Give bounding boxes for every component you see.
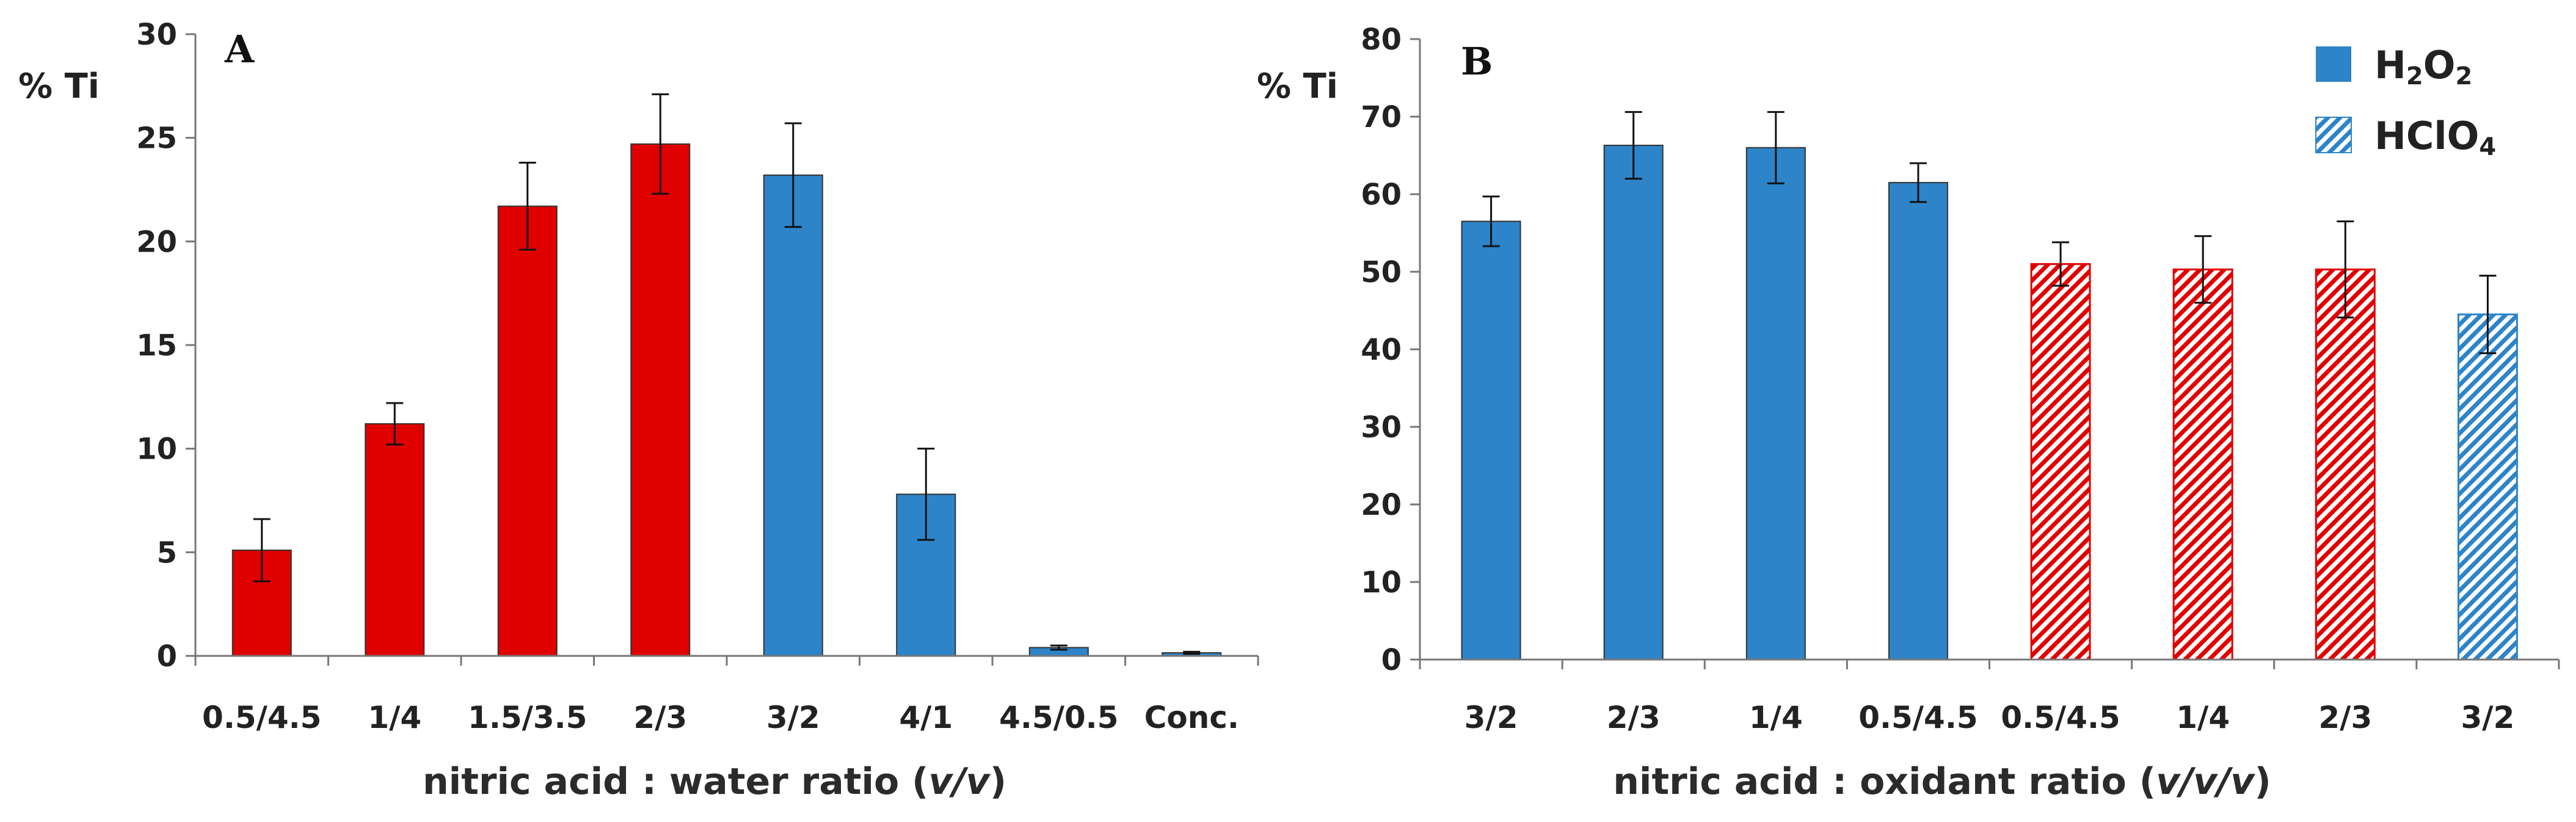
bar: [2457, 313, 2518, 661]
x-tick-label: 3/2: [2461, 700, 2515, 735]
x-tick-label: 4.5/0.5: [999, 700, 1118, 735]
x-tick-label: 3/2: [766, 700, 820, 735]
error-bar: [2194, 235, 2212, 304]
error-bar: [1625, 111, 1642, 180]
legend-swatch-h2o2: [2316, 46, 2351, 82]
y-tick-label: 60: [1361, 178, 1402, 212]
y-tick-label: 30: [1361, 410, 1402, 445]
error-bar: [518, 161, 536, 251]
bar: [2030, 263, 2091, 661]
error-bar: [1767, 111, 1785, 184]
bar: [497, 205, 558, 657]
x-tick-label: 1/4: [368, 700, 421, 735]
bar: [630, 143, 691, 657]
x-tick-label: 4/1: [899, 700, 953, 735]
chart-panel-b: B % Ti 0 10 20 30 40 50 60 70 80 3/2 2/3 1/4 0.5/4.…: [1257, 23, 2560, 803]
y-tick-label: 15: [136, 329, 177, 363]
x-tick-label: 2/3: [1607, 700, 1661, 735]
y-tick-label: 0: [157, 639, 177, 674]
x-tick-label: 1/4: [1749, 700, 1803, 735]
y-tick-label: 10: [136, 432, 177, 467]
error-bars-a: [253, 93, 1201, 655]
bar: [763, 174, 823, 657]
error-bar: [2337, 220, 2354, 319]
error-bar: [1050, 644, 1068, 651]
error-bar: [2479, 274, 2497, 354]
axes-b: [1419, 39, 2560, 669]
error-bar: [784, 122, 802, 228]
y-tick-label: 20: [136, 225, 177, 259]
error-bar: [652, 93, 669, 195]
error-bar: [2052, 241, 2070, 287]
x-tick-labels-b: 3/2 2/3 1/4 0.5/4.5 0.5/4.5 1/4 2/3 3/2: [1464, 700, 2515, 735]
error-bar: [1909, 162, 1927, 203]
bar: [1603, 144, 1664, 661]
y-tick-label: 80: [1361, 23, 1402, 57]
bar: [2315, 268, 2376, 661]
y-tick-label: 0: [1381, 643, 1402, 677]
y-tick-label: 40: [1361, 333, 1402, 367]
y-tick-label: 70: [1361, 100, 1402, 134]
legend-label-hclo4: HClO4: [2374, 114, 2496, 161]
x-tick-label: 3/2: [1464, 700, 1518, 735]
error-bar: [917, 448, 935, 541]
error-bar: [1183, 650, 1201, 655]
bars-a: [231, 143, 1222, 657]
chart-panel-a: A % Ti 0 5 10 15 20 25 30 0.5/4.5 1/4 1.5/3.5 2/3…: [18, 18, 1259, 803]
x-axis-label-a: nitric acid : water ratio (v/v): [423, 760, 1006, 803]
axes-a: [194, 34, 1259, 666]
x-tick-label: 1.5/3.5: [468, 700, 587, 735]
y-tick-label: 30: [136, 18, 177, 52]
error-bar: [386, 402, 404, 446]
bar: [1888, 181, 1948, 660]
legend-label-h2o2: H2O2: [2374, 43, 2472, 90]
legend-swatch-hclo4: [2315, 117, 2352, 153]
y-axis-label-b: % Ti: [1257, 67, 1338, 106]
y-ticks-a: 0 5 10 15 20 25 30: [136, 18, 195, 674]
y-tick-label: 20: [1361, 488, 1402, 522]
panel-label-a: A: [224, 27, 255, 71]
error-bars-b: [1482, 111, 2497, 354]
y-axis-label-a: % Ti: [18, 67, 100, 106]
y-tick-label: 50: [1361, 255, 1402, 289]
x-tick-label: 0.5/4.5: [202, 700, 321, 735]
x-tick-label: 1/4: [2176, 700, 2230, 735]
error-bar: [253, 518, 271, 583]
y-tick-label: 5: [157, 536, 177, 570]
y-tick-label: 10: [1361, 566, 1402, 600]
x-tick-labels-a: 0.5/4.5 1/4 1.5/3.5 2/3 3/2 4/1 4.5/0.5 Conc.: [202, 700, 1239, 735]
y-tick-label: 25: [136, 122, 177, 156]
y-ticks-b: 0 10 20 30 40 50 60 70 80: [1361, 23, 1420, 677]
bar: [1461, 220, 1521, 660]
error-bar: [1482, 195, 1500, 247]
x-tick-label: 2/3: [2318, 700, 2372, 735]
bar: [1745, 147, 1806, 661]
x-tick-label: 0.5/4.5: [2001, 700, 2120, 735]
x-tick-label: 2/3: [633, 700, 687, 735]
bars-b: [1461, 144, 2518, 661]
x-axis-label-b: nitric acid : oxidant ratio (v/v/v): [1613, 760, 2271, 803]
legend-b: H2O2 HClO4: [2315, 43, 2496, 161]
bar: [365, 423, 425, 657]
bar: [2172, 268, 2233, 661]
x-tick-label: Conc.: [1144, 700, 1239, 735]
x-tick-label: 0.5/4.5: [1858, 700, 1977, 735]
panel-label-b: B: [1461, 39, 1493, 84]
